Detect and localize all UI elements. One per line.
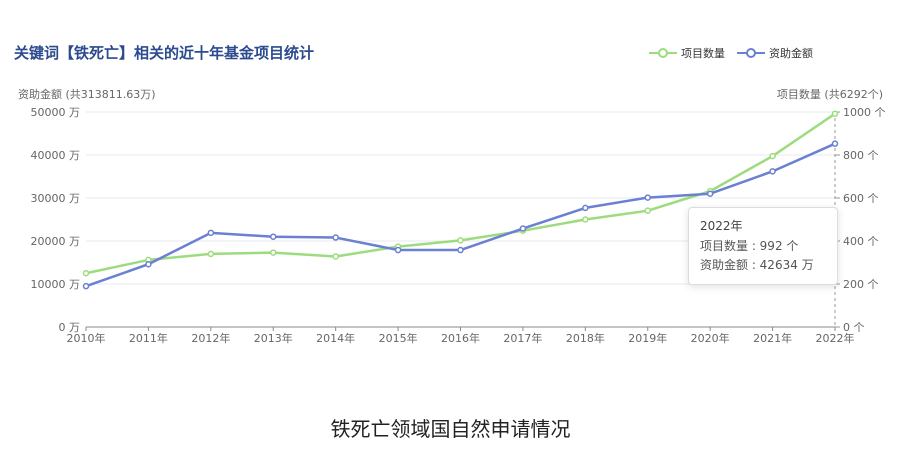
legend-label-funding-amount: 资助金额 (769, 47, 813, 60)
x-tick-label: 2021年 (753, 331, 792, 345)
x-tick-label: 2015年 (379, 331, 418, 345)
series-lines (82, 110, 839, 290)
series-point-0 (457, 237, 464, 244)
series-point-1 (332, 234, 339, 241)
series-point-0 (332, 253, 339, 260)
right-tick-label: 0 个 (843, 321, 865, 334)
left-tick-label: 30000 万 (31, 192, 81, 205)
x-tick-label: 2010年 (67, 331, 106, 345)
right-tick-label: 200 个 (843, 278, 879, 291)
series-point-1 (706, 190, 714, 197)
x-tick-label: 2019年 (628, 331, 667, 345)
series-point-0 (831, 110, 839, 117)
x-tick-label: 2022年 (816, 331, 855, 345)
tooltip-funding-amount: 资助金额 : 42634 万 (700, 258, 814, 272)
right-tick-label: 600 个 (843, 192, 879, 205)
series-point-1 (82, 282, 90, 290)
series-point-1 (145, 260, 152, 268)
series-point-1 (644, 194, 651, 201)
figure-caption: 铁死亡领域国自然申请情况 (330, 417, 571, 441)
x-tick-label: 2018年 (566, 331, 605, 345)
x-tick-label: 2011年 (129, 331, 168, 345)
series-point-0 (270, 249, 277, 256)
left-tick-label: 40000 万 (31, 149, 81, 162)
chart-title: 关键词【铁死亡】相关的近十年基金项目统计 (14, 44, 315, 62)
series-point-0 (582, 216, 589, 223)
legend: 项目数量 资助金额 (649, 45, 813, 61)
left-tick-label: 10000 万 (31, 278, 81, 291)
left-tick-label: 0 万 (59, 321, 81, 334)
series-point-1 (519, 225, 527, 232)
right-tick-label: 800 个 (843, 149, 879, 162)
legend-item-funding-amount[interactable]: 资助金额 (737, 45, 813, 61)
x-tick-label: 2020年 (691, 331, 730, 345)
x-tick-label: 2013年 (254, 331, 293, 345)
right-axis-name: 项目数量 (共6292个) (776, 88, 883, 101)
series-point-0 (769, 152, 776, 160)
x-tick-label: 2017年 (503, 331, 542, 345)
legend-swatch-funding-amount (737, 48, 765, 58)
legend-swatch-project-count (649, 48, 677, 58)
series-point-1 (457, 246, 464, 254)
series-point-1 (270, 233, 277, 240)
x-tick-label: 2014年 (316, 331, 355, 345)
left-axis-name: 资助金额 (共313811.63万) (18, 88, 156, 101)
legend-label-project-count: 项目数量 (681, 47, 725, 60)
series-point-1 (582, 204, 589, 212)
left-tick-label: 50000 万 (31, 106, 81, 119)
right-tick-label: 400 个 (843, 235, 879, 248)
right-tick-label: 1000 个 (843, 106, 886, 119)
left-tick-label: 20000 万 (31, 235, 81, 248)
x-tick-label: 2012年 (191, 331, 230, 345)
x-tick-label: 2016年 (441, 331, 480, 345)
tooltip-year: 2022年 (700, 219, 743, 233)
legend-item-project-count[interactable]: 项目数量 (649, 45, 725, 61)
series-point-1 (394, 246, 402, 254)
series-point-0 (207, 250, 215, 258)
series-point-1 (769, 168, 776, 175)
tooltip-project-count: 项目数量 : 992 个 (700, 239, 799, 253)
series-point-1 (831, 140, 839, 147)
tooltip: 2022年 项目数量 : 992 个 资助金额 : 42634 万 (688, 207, 838, 285)
series-point-0 (644, 207, 651, 214)
series-point-1 (207, 229, 215, 237)
series-point-0 (82, 270, 90, 277)
axes: 0 万 0 个 10000 万 200 个 20000 万 400 个 30000 万 600… (31, 106, 886, 345)
